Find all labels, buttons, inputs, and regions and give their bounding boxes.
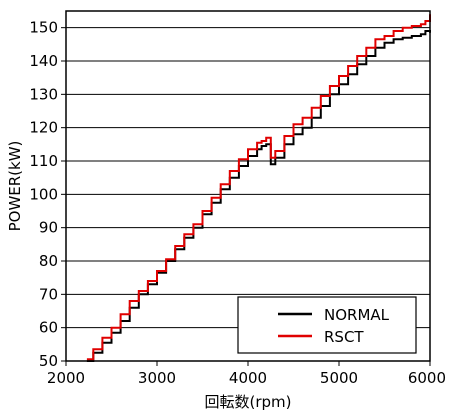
tick-label-y-150: 150	[29, 19, 58, 37]
legend-label-rsct: RSCT	[324, 328, 364, 346]
legend-box	[237, 296, 417, 354]
tick-label-x-6000: 6000	[408, 369, 446, 387]
tick-label-x-3000: 3000	[138, 369, 176, 387]
y-axis-label: POWER(kW)	[6, 141, 24, 232]
legend: NORMAL RSCT	[237, 296, 417, 354]
tick-label-y-110: 110	[29, 152, 58, 170]
tick-label-y-60: 60	[39, 319, 58, 337]
x-axis-label: 回転数(rpm)	[204, 393, 291, 411]
tick-label-x-5000: 5000	[320, 369, 358, 387]
tick-label-y-130: 130	[29, 85, 58, 103]
tick-label-y-50: 50	[39, 352, 58, 370]
tick-label-x-2000: 2000	[47, 369, 85, 387]
tick-label-x-4000: 4000	[229, 369, 267, 387]
tick-label-y-100: 100	[29, 185, 58, 203]
tick-label-y-90: 90	[39, 219, 58, 237]
tick-label-y-70: 70	[39, 285, 58, 303]
tick-label-y-80: 80	[39, 252, 58, 270]
grid	[66, 27, 430, 362]
series-line-rsct	[86, 14, 431, 361]
y-axis-ticks: 50 60 70 80 90 100 110 120 130 140 150	[29, 19, 66, 370]
series-lines	[86, 14, 431, 362]
x-axis-ticks: 2000 3000 4000 5000 6000	[47, 361, 446, 387]
tick-label-y-120: 120	[29, 119, 58, 137]
legend-label-normal: NORMAL	[324, 306, 390, 324]
tick-label-y-140: 140	[29, 52, 58, 70]
